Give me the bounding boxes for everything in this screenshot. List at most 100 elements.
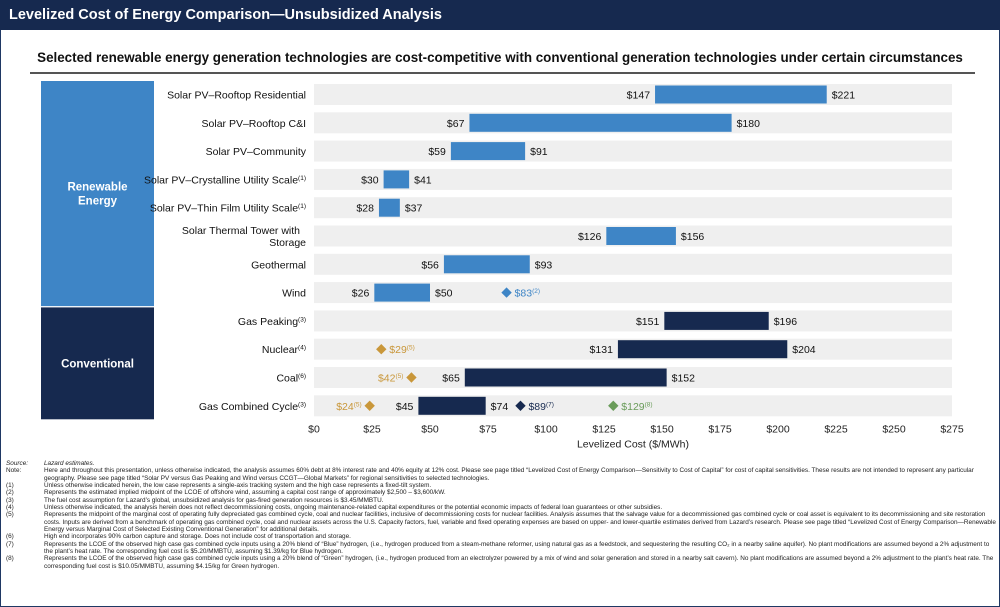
range-bar bbox=[383, 170, 410, 189]
category-label: Gas Peaking(3) bbox=[238, 316, 306, 328]
low-value-label: $26 bbox=[352, 288, 370, 300]
range-bar bbox=[443, 255, 530, 274]
subtitle-divider bbox=[30, 72, 975, 74]
high-value-label: $74 bbox=[491, 401, 509, 413]
category-label: Nuclear(4) bbox=[262, 344, 306, 356]
low-value-label: $59 bbox=[428, 146, 446, 158]
x-tick-label: $100 bbox=[534, 423, 558, 435]
category-label: Wind bbox=[282, 288, 306, 300]
footnote-row: Note: Here and throughout this presentati… bbox=[6, 467, 996, 482]
marker-diamond bbox=[376, 344, 387, 355]
x-tick-label: $0 bbox=[308, 423, 320, 435]
footnote-key: (8) bbox=[6, 555, 14, 563]
marker-diamond bbox=[608, 400, 619, 411]
group-box-conventional bbox=[41, 307, 154, 420]
category-label: Solar PV–Thin Film Utility Scale(1) bbox=[150, 203, 306, 215]
footnote-row: (3) The fuel cost assumption for Lazard’s… bbox=[6, 497, 996, 504]
low-value-label: $131 bbox=[590, 344, 614, 356]
x-tick-label: $275 bbox=[940, 423, 964, 435]
x-tick-label: $200 bbox=[766, 423, 790, 435]
category-label: Solar PV–Crystalline Utility Scale(1) bbox=[144, 174, 306, 186]
group-label: Renewable bbox=[67, 182, 127, 194]
range-bar bbox=[664, 311, 769, 330]
category-label: Solar PV–Rooftop Residential bbox=[167, 90, 306, 102]
x-tick-label: $25 bbox=[363, 423, 381, 435]
range-bar bbox=[469, 113, 732, 132]
footnote-row: (2) Represents the estimated implied midp… bbox=[6, 489, 996, 496]
row-band bbox=[314, 168, 952, 190]
category-label: Coal(6) bbox=[276, 373, 306, 385]
footnote-text: Here and throughout this presentation, u… bbox=[44, 467, 974, 482]
category-label: Storage bbox=[269, 237, 306, 249]
marker-diamond bbox=[501, 287, 512, 298]
low-value-label: $67 bbox=[447, 118, 465, 130]
marker-label: $129(8) bbox=[621, 401, 652, 413]
footnote-key: (4) bbox=[6, 504, 14, 512]
page-title: Levelized Cost of Energy Comparison—Unsu… bbox=[0, 0, 1000, 30]
footnote-row: (4) Unless otherwise indicated, the analy… bbox=[6, 504, 996, 511]
footnote-text: The fuel cost assumption for Lazard’s gl… bbox=[44, 496, 384, 504]
footnote-row: (6) High end incorporates 90% carbon capt… bbox=[6, 533, 996, 540]
low-value-label: $147 bbox=[627, 90, 651, 102]
footnote-row: (8) Represents the LCOE of the observed h… bbox=[6, 555, 996, 570]
row-band bbox=[314, 282, 952, 304]
lcoe-chart: Renewable Energy Conventional Solar PV–Roof… bbox=[41, 81, 964, 450]
footnote-text: Represents the LCOE of the observed high… bbox=[44, 540, 990, 556]
footnote-row: (5) Represents the midpoint of the margin… bbox=[6, 511, 996, 533]
high-value-label: $41 bbox=[414, 174, 432, 186]
range-bar bbox=[655, 85, 827, 104]
marker-diamond bbox=[364, 400, 375, 411]
category-label: Solar Thermal Tower with bbox=[182, 225, 300, 237]
footnote-row: (7) Represents the LCOE of the observed h… bbox=[6, 541, 996, 556]
marker-label: $24(5) bbox=[336, 401, 361, 413]
footnote-row: Source: Lazard estimates. bbox=[6, 460, 996, 467]
footnote-text: Unless otherwise indicated herein, the l… bbox=[44, 482, 432, 490]
footnote-key: Source: bbox=[6, 460, 29, 467]
high-value-label: $91 bbox=[530, 146, 548, 158]
footnote-text: Represents the midpoint of the marginal … bbox=[44, 511, 996, 534]
footnote-key: (6) bbox=[6, 533, 14, 541]
x-tick-label: $150 bbox=[650, 423, 674, 435]
footnote-text: Unless otherwise indicated, the analysis… bbox=[44, 504, 663, 512]
group-label: Energy bbox=[78, 196, 118, 208]
x-tick-label: $175 bbox=[708, 423, 732, 435]
x-tick-label: $250 bbox=[882, 423, 906, 435]
footnote-key: (1) bbox=[6, 482, 14, 490]
high-value-label: $152 bbox=[672, 373, 696, 385]
high-value-label: $50 bbox=[435, 288, 453, 300]
footnote-row: (1) Unless otherwise indicated herein, th… bbox=[6, 482, 996, 489]
range-bar bbox=[617, 340, 788, 359]
group-label: Conventional bbox=[61, 358, 134, 370]
high-value-label: $221 bbox=[832, 90, 856, 102]
low-value-label: $151 bbox=[636, 316, 660, 328]
footnote-key: (5) bbox=[6, 511, 14, 519]
row-band bbox=[314, 253, 952, 275]
marker-label: $42(5) bbox=[378, 373, 403, 385]
marker-label: $89(7) bbox=[528, 401, 553, 413]
range-bar bbox=[378, 198, 400, 217]
group-box-renewable bbox=[41, 81, 154, 307]
high-value-label: $180 bbox=[737, 118, 761, 130]
high-value-label: $196 bbox=[774, 316, 798, 328]
high-value-label: $156 bbox=[681, 231, 705, 243]
low-value-label: $126 bbox=[578, 231, 602, 243]
high-value-label: $93 bbox=[535, 259, 553, 271]
footnote-text: Lazard estimates. bbox=[44, 460, 95, 467]
high-value-label: $204 bbox=[792, 344, 816, 356]
chart-subtitle: Selected renewable energy generation tec… bbox=[37, 50, 963, 65]
range-bar bbox=[464, 368, 667, 387]
low-value-label: $45 bbox=[396, 401, 414, 413]
row-band bbox=[314, 197, 952, 219]
category-label: Solar PV–Rooftop C&I bbox=[202, 118, 306, 130]
footnote-key: (7) bbox=[6, 540, 14, 548]
low-value-label: $65 bbox=[442, 373, 460, 385]
x-tick-label: $50 bbox=[421, 423, 439, 435]
category-label: Solar PV–Community bbox=[206, 146, 307, 158]
x-axis-title: Levelized Cost ($/MWh) bbox=[577, 438, 689, 450]
low-value-label: $28 bbox=[356, 203, 374, 215]
x-tick-label: $75 bbox=[479, 423, 497, 435]
row-band bbox=[314, 140, 952, 162]
footnote-text: Represents the estimated implied midpoin… bbox=[44, 489, 446, 497]
x-tick-label: $125 bbox=[592, 423, 616, 435]
range-bar bbox=[418, 396, 486, 415]
